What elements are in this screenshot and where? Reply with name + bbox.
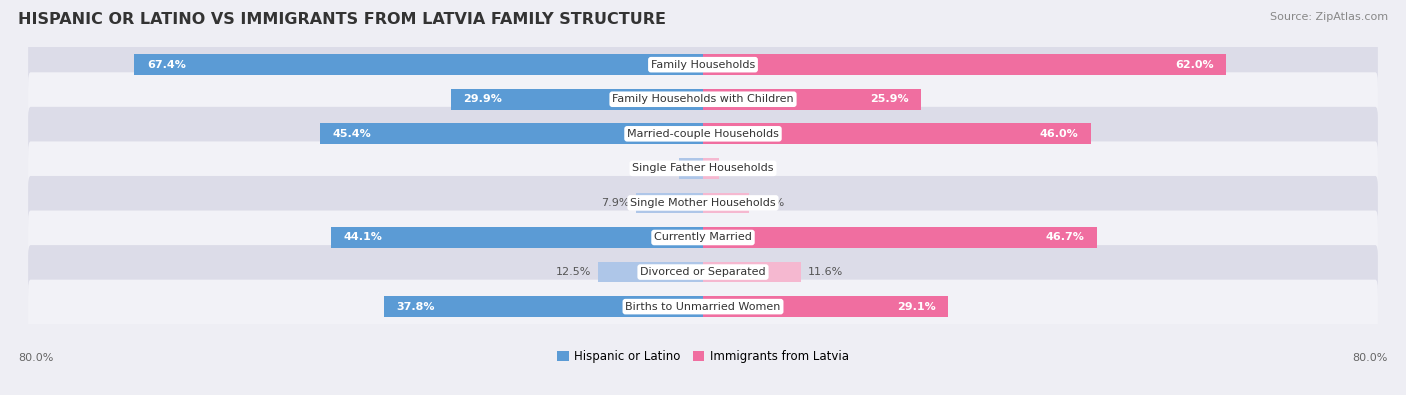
Bar (703, 54, 1226, 75)
Text: 62.0%: 62.0% (1175, 60, 1213, 70)
Text: 67.4%: 67.4% (148, 60, 186, 70)
Text: 80.0%: 80.0% (1353, 354, 1388, 363)
Bar (703, 227, 1097, 248)
Text: 29.9%: 29.9% (464, 94, 502, 104)
Text: Single Father Households: Single Father Households (633, 164, 773, 173)
Text: Source: ZipAtlas.com: Source: ZipAtlas.com (1270, 12, 1388, 22)
FancyBboxPatch shape (28, 245, 1378, 299)
Bar (703, 89, 921, 109)
Text: 7.9%: 7.9% (602, 198, 630, 208)
Text: Family Households with Children: Family Households with Children (612, 94, 794, 104)
Text: HISPANIC OR LATINO VS IMMIGRANTS FROM LATVIA FAMILY STRUCTURE: HISPANIC OR LATINO VS IMMIGRANTS FROM LA… (18, 12, 666, 27)
Text: Births to Unmarried Women: Births to Unmarried Women (626, 302, 780, 312)
Bar (703, 158, 718, 179)
Text: 11.6%: 11.6% (807, 267, 842, 277)
Bar (135, 54, 703, 75)
Bar (637, 193, 703, 213)
Bar (598, 261, 703, 282)
Text: Currently Married: Currently Married (654, 233, 752, 243)
Text: 5.5%: 5.5% (756, 198, 785, 208)
Text: 29.1%: 29.1% (897, 302, 936, 312)
Text: 25.9%: 25.9% (870, 94, 908, 104)
Bar (330, 227, 703, 248)
Text: 44.1%: 44.1% (343, 233, 382, 243)
FancyBboxPatch shape (28, 211, 1378, 264)
Text: 2.8%: 2.8% (644, 164, 672, 173)
FancyBboxPatch shape (28, 280, 1378, 333)
Text: 1.9%: 1.9% (725, 164, 754, 173)
Bar (451, 89, 703, 109)
Text: 12.5%: 12.5% (555, 267, 591, 277)
Text: 80.0%: 80.0% (18, 354, 53, 363)
FancyBboxPatch shape (28, 141, 1378, 195)
FancyBboxPatch shape (28, 176, 1378, 230)
Text: Married-couple Households: Married-couple Households (627, 129, 779, 139)
Text: Divorced or Separated: Divorced or Separated (640, 267, 766, 277)
Text: Family Households: Family Households (651, 60, 755, 70)
Bar (703, 193, 749, 213)
Bar (384, 296, 703, 317)
FancyBboxPatch shape (28, 72, 1378, 126)
Bar (679, 158, 703, 179)
Text: Single Mother Households: Single Mother Households (630, 198, 776, 208)
Text: 37.8%: 37.8% (396, 302, 436, 312)
Text: 45.4%: 45.4% (333, 129, 371, 139)
FancyBboxPatch shape (28, 107, 1378, 161)
Text: 46.0%: 46.0% (1039, 129, 1078, 139)
Text: 46.7%: 46.7% (1046, 233, 1084, 243)
Bar (321, 123, 703, 144)
FancyBboxPatch shape (28, 38, 1378, 92)
Bar (703, 296, 949, 317)
Legend: Hispanic or Latino, Immigrants from Latvia: Hispanic or Latino, Immigrants from Latv… (553, 345, 853, 368)
Bar (703, 123, 1091, 144)
Bar (703, 261, 801, 282)
